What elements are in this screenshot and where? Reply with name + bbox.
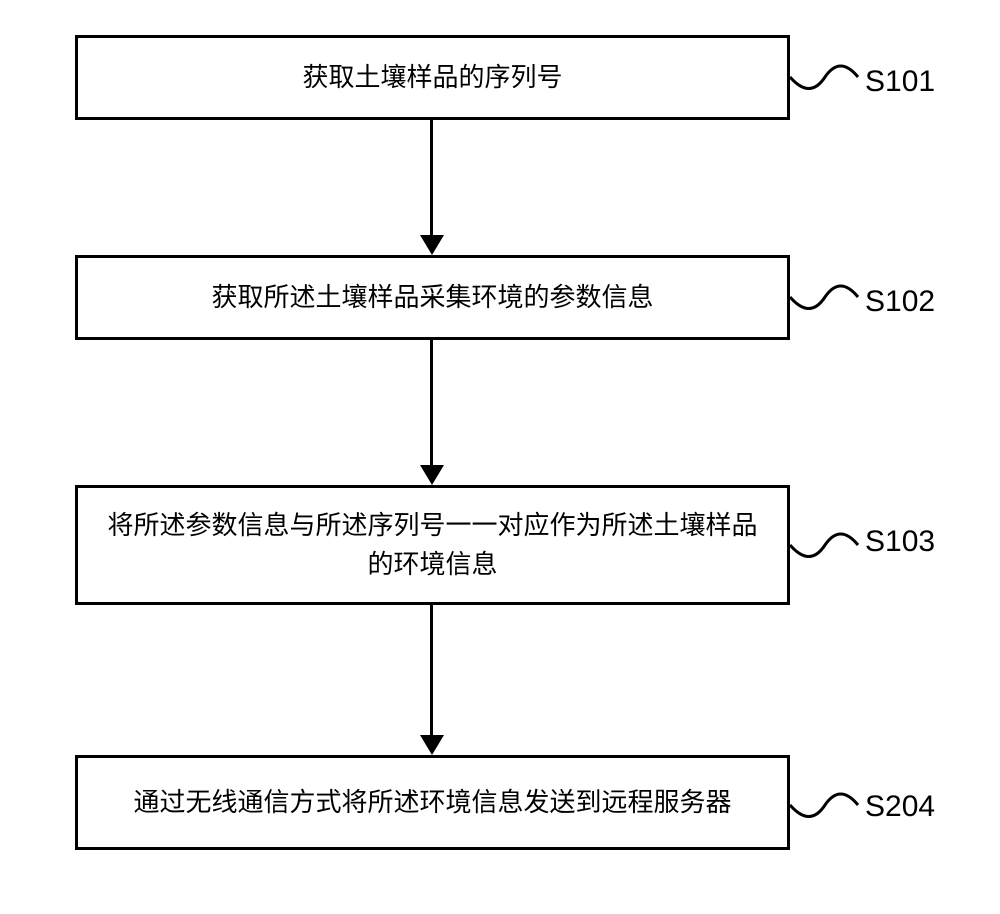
- step-label-4: S204: [865, 790, 935, 824]
- arrow-2-head: [420, 465, 444, 485]
- step-label-3: S103: [865, 525, 935, 559]
- step-label-2: S102: [865, 285, 935, 319]
- flow-step-3-text: 将所述参数信息与所述序列号一一对应作为所述土壤样品的环境信息: [98, 506, 767, 584]
- flow-step-4-text: 通过无线通信方式将所述环境信息发送到远程服务器: [133, 783, 731, 822]
- connector-4: [790, 778, 865, 833]
- flow-step-3: 将所述参数信息与所述序列号一一对应作为所述土壤样品的环境信息: [75, 485, 790, 605]
- connector-2: [790, 270, 865, 325]
- flow-step-2-text: 获取所述土壤样品采集环境的参数信息: [211, 278, 653, 317]
- arrow-3-head: [420, 735, 444, 755]
- flow-step-2: 获取所述土壤样品采集环境的参数信息: [75, 255, 790, 340]
- arrow-3-line: [430, 605, 433, 735]
- connector-1: [790, 50, 865, 105]
- connector-3: [790, 518, 865, 573]
- flow-step-4: 通过无线通信方式将所述环境信息发送到远程服务器: [75, 755, 790, 850]
- arrow-1-line: [430, 120, 433, 235]
- arrow-1-head: [420, 235, 444, 255]
- flow-step-1: 获取土壤样品的序列号: [75, 35, 790, 120]
- arrow-2-line: [430, 340, 433, 465]
- step-label-1: S101: [865, 65, 935, 99]
- flow-step-1-text: 获取土壤样品的序列号: [302, 58, 562, 97]
- flowchart-container: 获取土壤样品的序列号 S101 获取所述土壤样品采集环境的参数信息 S102 将…: [0, 0, 1000, 914]
